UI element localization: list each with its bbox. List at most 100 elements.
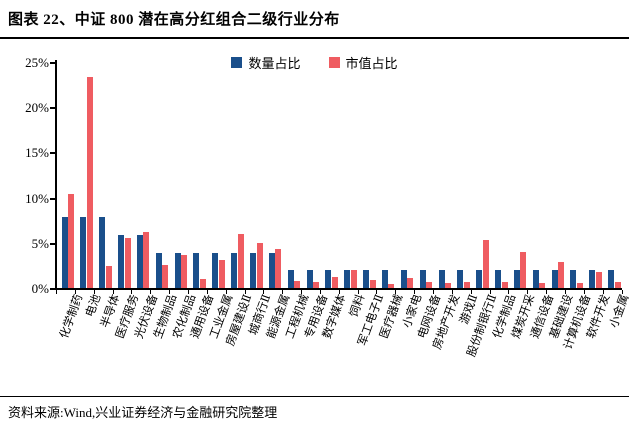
bar-市值占比-数字媒体 <box>331 277 338 288</box>
x-axis-line <box>55 288 622 290</box>
x-axis-tick <box>187 290 189 294</box>
y-axis-tick <box>50 152 56 155</box>
title-divider <box>0 37 629 39</box>
x-axis-tick <box>244 290 246 294</box>
x-axis-tick <box>93 290 95 294</box>
bar-数量占比-小家电 <box>400 269 407 288</box>
bar-数量占比-工程机械 <box>287 269 294 288</box>
bar-数量占比-软件开发 <box>589 269 596 288</box>
bar-市值占比-电网设备 <box>426 281 433 288</box>
x-axis-tick <box>357 290 359 294</box>
bar-市值占比-光伏设备 <box>143 231 150 288</box>
bar-市值占比-小金属 <box>614 281 621 288</box>
x-axis-tick <box>319 290 321 294</box>
bar-市值占比-生物制品 <box>162 265 169 288</box>
bar-数量占比-化学制药 <box>61 217 68 288</box>
bar-数量占比-数字媒体 <box>325 269 332 288</box>
bar-市值占比-工程机械 <box>294 280 301 288</box>
bar-数量占比-军工电子Ⅱ <box>363 269 370 288</box>
x-axis-tick <box>527 290 529 294</box>
x-axis-tick <box>583 290 585 294</box>
x-axis-tick <box>282 290 284 294</box>
bar-数量占比-计算机设备 <box>570 269 577 288</box>
x-axis-tick <box>508 290 510 294</box>
bar-市值占比-能源金属 <box>275 249 282 288</box>
x-axis-tick <box>150 290 152 294</box>
bar-市值占比-半导体 <box>105 266 112 288</box>
bar-数量占比-城商行Ⅱ <box>250 252 256 288</box>
bar-市值占比-医疗器械 <box>388 284 395 288</box>
y-axis-label: 25% <box>25 55 49 70</box>
x-axis-tick <box>225 290 227 294</box>
bar-数量占比-半导体 <box>99 217 106 288</box>
figure-title: 图表 22、中证 800 潜在高分红组合二级行业分布 <box>8 12 340 28</box>
bar-数量占比-通用设备 <box>193 252 200 288</box>
y-axis-tick <box>50 288 56 290</box>
y-axis-tick <box>50 62 56 64</box>
x-axis-tick <box>206 290 208 294</box>
bar-数量占比-工业金属 <box>212 252 219 288</box>
x-axis-tick <box>338 290 340 294</box>
legend-swatch-red <box>328 57 340 68</box>
bar-数量占比-游戏Ⅱ <box>457 269 464 288</box>
bar-数量占比-化学制品 <box>495 269 502 288</box>
y-axis-label: 0% <box>31 281 49 296</box>
source-note: 资料来源:Wind,兴业证券经济与金融研究院整理 <box>8 405 278 420</box>
bar-市值占比-专用设备 <box>313 281 320 288</box>
bar-数量占比-小金属 <box>608 269 615 288</box>
bar-市值占比-医疗服务 <box>124 238 131 288</box>
bar-市值占比-通信设备 <box>539 283 546 288</box>
legend-item-marketcap: 市值占比 <box>328 53 398 72</box>
bar-数量占比-电网设备 <box>419 269 426 288</box>
bar-数量占比-电池 <box>80 217 87 288</box>
x-axis-tick <box>414 290 416 294</box>
x-axis-tick <box>451 290 453 294</box>
x-axis-tick <box>301 290 303 294</box>
x-axis-tick <box>470 290 472 294</box>
bar-市值占比-基础建设 <box>558 261 565 288</box>
x-axis-tick <box>433 290 434 294</box>
x-axis-tick <box>564 290 566 294</box>
x-axis-tick <box>489 290 491 294</box>
bar-数量占比-股份制银行Ⅱ <box>476 269 483 288</box>
bar-数量占比-房地产开发 <box>438 269 445 288</box>
x-axis-tick <box>602 290 604 294</box>
bar-市值占比-小家电 <box>407 278 414 288</box>
bar-数量占比-生物制品 <box>155 252 162 288</box>
footer-divider <box>0 396 629 397</box>
bar-市值占比-软件开发 <box>595 271 602 288</box>
bar-数量占比-基础建设 <box>551 269 558 288</box>
y-axis-label: 5% <box>31 235 49 251</box>
y-axis-label: 20% <box>25 100 49 116</box>
bar-市值占比-计算机设备 <box>576 283 583 288</box>
chart-legend: 数量占比 市值占比 <box>0 53 629 72</box>
bar-市值占比-房地产开发 <box>445 283 451 288</box>
bar-市值占比-电池 <box>86 77 93 288</box>
x-axis-tick <box>74 290 76 294</box>
x-axis-tick <box>546 290 548 294</box>
bar-chart: 数量占比 市值占比 0% 5% 10% 15% 20% 25% 化学制药 电池 半导体 医疗服务光… <box>0 45 629 395</box>
y-axis-tick <box>50 107 56 110</box>
bar-市值占比-煤炭开采 <box>520 251 527 288</box>
bar-数量占比-医疗服务 <box>118 234 125 288</box>
x-axis-tick <box>169 290 171 294</box>
legend-swatch-blue <box>231 57 243 68</box>
x-axis-tick <box>263 290 265 294</box>
x-axis-tick <box>56 290 57 294</box>
bar-市值占比-农化制品 <box>181 254 188 288</box>
y-axis-tick <box>50 197 56 200</box>
bar-数量占比-能源金属 <box>268 252 275 288</box>
bar-市值占比-游戏Ⅱ <box>463 281 470 288</box>
legend-item-quantity: 数量占比 <box>231 53 301 72</box>
bar-数量占比-农化制品 <box>174 252 181 288</box>
bar-数量占比-光伏设备 <box>136 234 143 288</box>
bar-市值占比-城商行Ⅱ <box>256 242 263 288</box>
y-axis-label: 15% <box>25 145 49 161</box>
x-axis-tick <box>131 290 133 294</box>
bar-市值占比-化学制药 <box>68 193 74 288</box>
bar-市值占比-房屋建设Ⅱ <box>237 233 244 288</box>
bar-市值占比-通用设备 <box>199 278 206 288</box>
bar-市值占比-股份制银行Ⅱ <box>482 240 489 288</box>
bar-数量占比-通信设备 <box>532 269 539 288</box>
